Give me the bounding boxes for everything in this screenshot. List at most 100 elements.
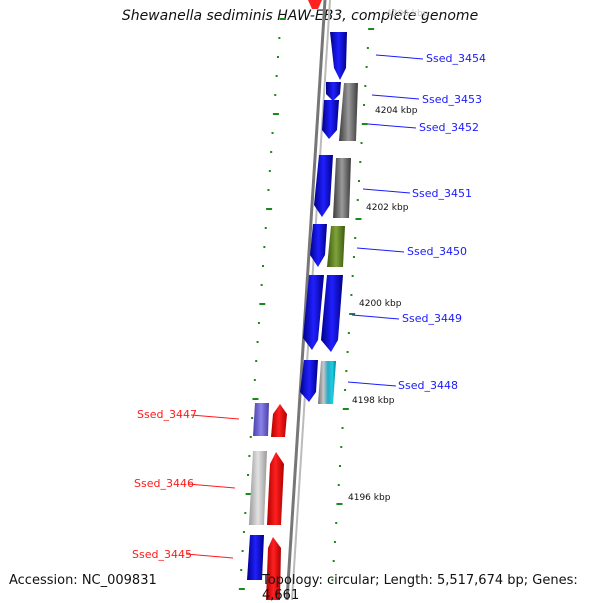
scale-tick <box>366 47 369 49</box>
scale-tick <box>247 474 250 476</box>
scale-labels: 4206 kbp 4204 kbp 4202 kbp 4200 kbp 4198… <box>348 9 429 503</box>
scale-tick <box>361 123 368 125</box>
reverse-gene-labels: Ssed_3447 Ssed_3446 Ssed_3445 <box>132 408 240 561</box>
gene-label[interactable]: Ssed_3453 <box>422 93 482 106</box>
scale-tick <box>360 142 363 144</box>
map-title: Shewanella sediminis HAW-EB3, complete g… <box>121 8 479 24</box>
gene-arrow[interactable] <box>253 403 269 436</box>
scale-tick <box>344 389 347 391</box>
scale-tick <box>251 417 254 419</box>
scale-tick <box>272 113 279 115</box>
scale-tick <box>241 550 244 552</box>
scale-tick <box>355 218 362 220</box>
scale-tick <box>336 503 343 505</box>
gene-label[interactable]: Ssed_3448 <box>398 379 458 392</box>
gene-label[interactable]: Ssed_3454 <box>426 52 486 65</box>
gene-arrow[interactable] <box>271 404 287 437</box>
scale-tick <box>346 351 349 353</box>
gene-arrow[interactable] <box>327 226 345 267</box>
gene-arrow[interactable] <box>321 275 343 352</box>
scale-tick <box>253 379 256 381</box>
scale-tick <box>271 132 274 134</box>
scale-tick <box>339 465 341 467</box>
scale-tick <box>333 541 336 543</box>
gene-arrow[interactable] <box>310 224 327 267</box>
scale-label: 4202 kbp <box>366 203 409 213</box>
gene-arrow[interactable] <box>300 360 318 402</box>
scale-tick <box>248 455 251 457</box>
scale-tick <box>279 18 286 20</box>
scale-tick <box>278 37 281 39</box>
gene-arrow[interactable] <box>330 32 347 80</box>
gene-arrow[interactable] <box>326 82 341 101</box>
scale-tick <box>368 28 375 30</box>
scale-label: 4198 kbp <box>352 396 395 406</box>
scale-label: 4196 kbp <box>348 493 391 503</box>
reverse-strand-genes <box>247 403 287 600</box>
scale-tick <box>268 170 271 172</box>
gene-label[interactable]: Ssed_3452 <box>419 121 479 134</box>
forward-strand-genes <box>300 32 358 404</box>
scale-tick <box>275 75 278 77</box>
scale-tick <box>340 446 343 448</box>
scale-label: 4200 kbp <box>359 299 402 309</box>
scale-tick <box>359 161 362 163</box>
forward-gene-labels: Ssed_3454 Ssed_3453 Ssed_3452 Ssed_3451 … <box>347 52 486 392</box>
scale-tick <box>351 275 354 277</box>
gene-arrow[interactable] <box>247 535 264 580</box>
scale-label: 4206 kbp <box>386 9 429 19</box>
scale-tick <box>244 512 247 514</box>
gene-arrow[interactable] <box>318 361 336 404</box>
scale-tick <box>267 189 270 191</box>
scale-tick <box>270 151 273 153</box>
scale-tick <box>259 303 266 305</box>
scale-tick <box>249 436 252 438</box>
scale-tick <box>245 493 252 495</box>
scale-tick <box>341 427 344 429</box>
gene-arrow[interactable] <box>303 275 324 350</box>
gene-label[interactable]: Ssed_3451 <box>412 187 472 200</box>
scale-tick <box>256 341 259 343</box>
gene-arrow[interactable] <box>314 155 333 217</box>
gene-arrow[interactable] <box>333 158 351 218</box>
gene-arrow[interactable] <box>322 100 339 139</box>
scale-tick <box>363 104 366 106</box>
scale-tick <box>276 56 279 58</box>
scale-tick <box>262 265 265 267</box>
accession-text: Accession: NC_009831 <box>9 573 157 588</box>
gene-label[interactable]: Ssed_3450 <box>407 245 467 258</box>
gene-label[interactable]: Ssed_3449 <box>402 312 462 325</box>
scale-tick <box>342 408 349 410</box>
scale-tick <box>274 94 277 96</box>
gene-arrow[interactable] <box>249 451 267 525</box>
scale-tick <box>354 237 357 239</box>
scale-ticks <box>238 18 375 590</box>
scale-tick <box>358 180 360 182</box>
scale-label: 4204 kbp <box>375 106 418 116</box>
scale-tick <box>257 322 260 324</box>
gene-label[interactable]: Ssed_3446 <box>134 477 194 490</box>
gene-arrow[interactable] <box>339 83 358 141</box>
scale-tick <box>266 208 273 210</box>
scale-tick <box>238 588 245 590</box>
scale-tick <box>263 246 266 248</box>
scale-tick <box>331 579 334 581</box>
gene-arrow[interactable] <box>266 537 281 600</box>
origin-marker <box>308 0 322 9</box>
scale-tick <box>347 332 350 334</box>
gene-label[interactable]: Ssed_3447 <box>137 408 197 421</box>
scale-tick <box>337 484 340 486</box>
scale-tick <box>264 227 267 229</box>
scale-tick <box>352 256 355 258</box>
scale-tick <box>345 370 348 372</box>
scale-tick <box>255 360 258 362</box>
scale-tick <box>335 522 338 524</box>
gene-label[interactable]: Ssed_3445 <box>132 548 192 561</box>
gene-arrow[interactable] <box>267 452 284 525</box>
scale-tick <box>356 199 359 201</box>
scale-tick <box>365 66 368 68</box>
scale-tick <box>350 294 353 296</box>
scale-tick <box>260 284 263 286</box>
topology-text: Topology: circular; Length: 5,517,674 bp… <box>262 573 578 603</box>
